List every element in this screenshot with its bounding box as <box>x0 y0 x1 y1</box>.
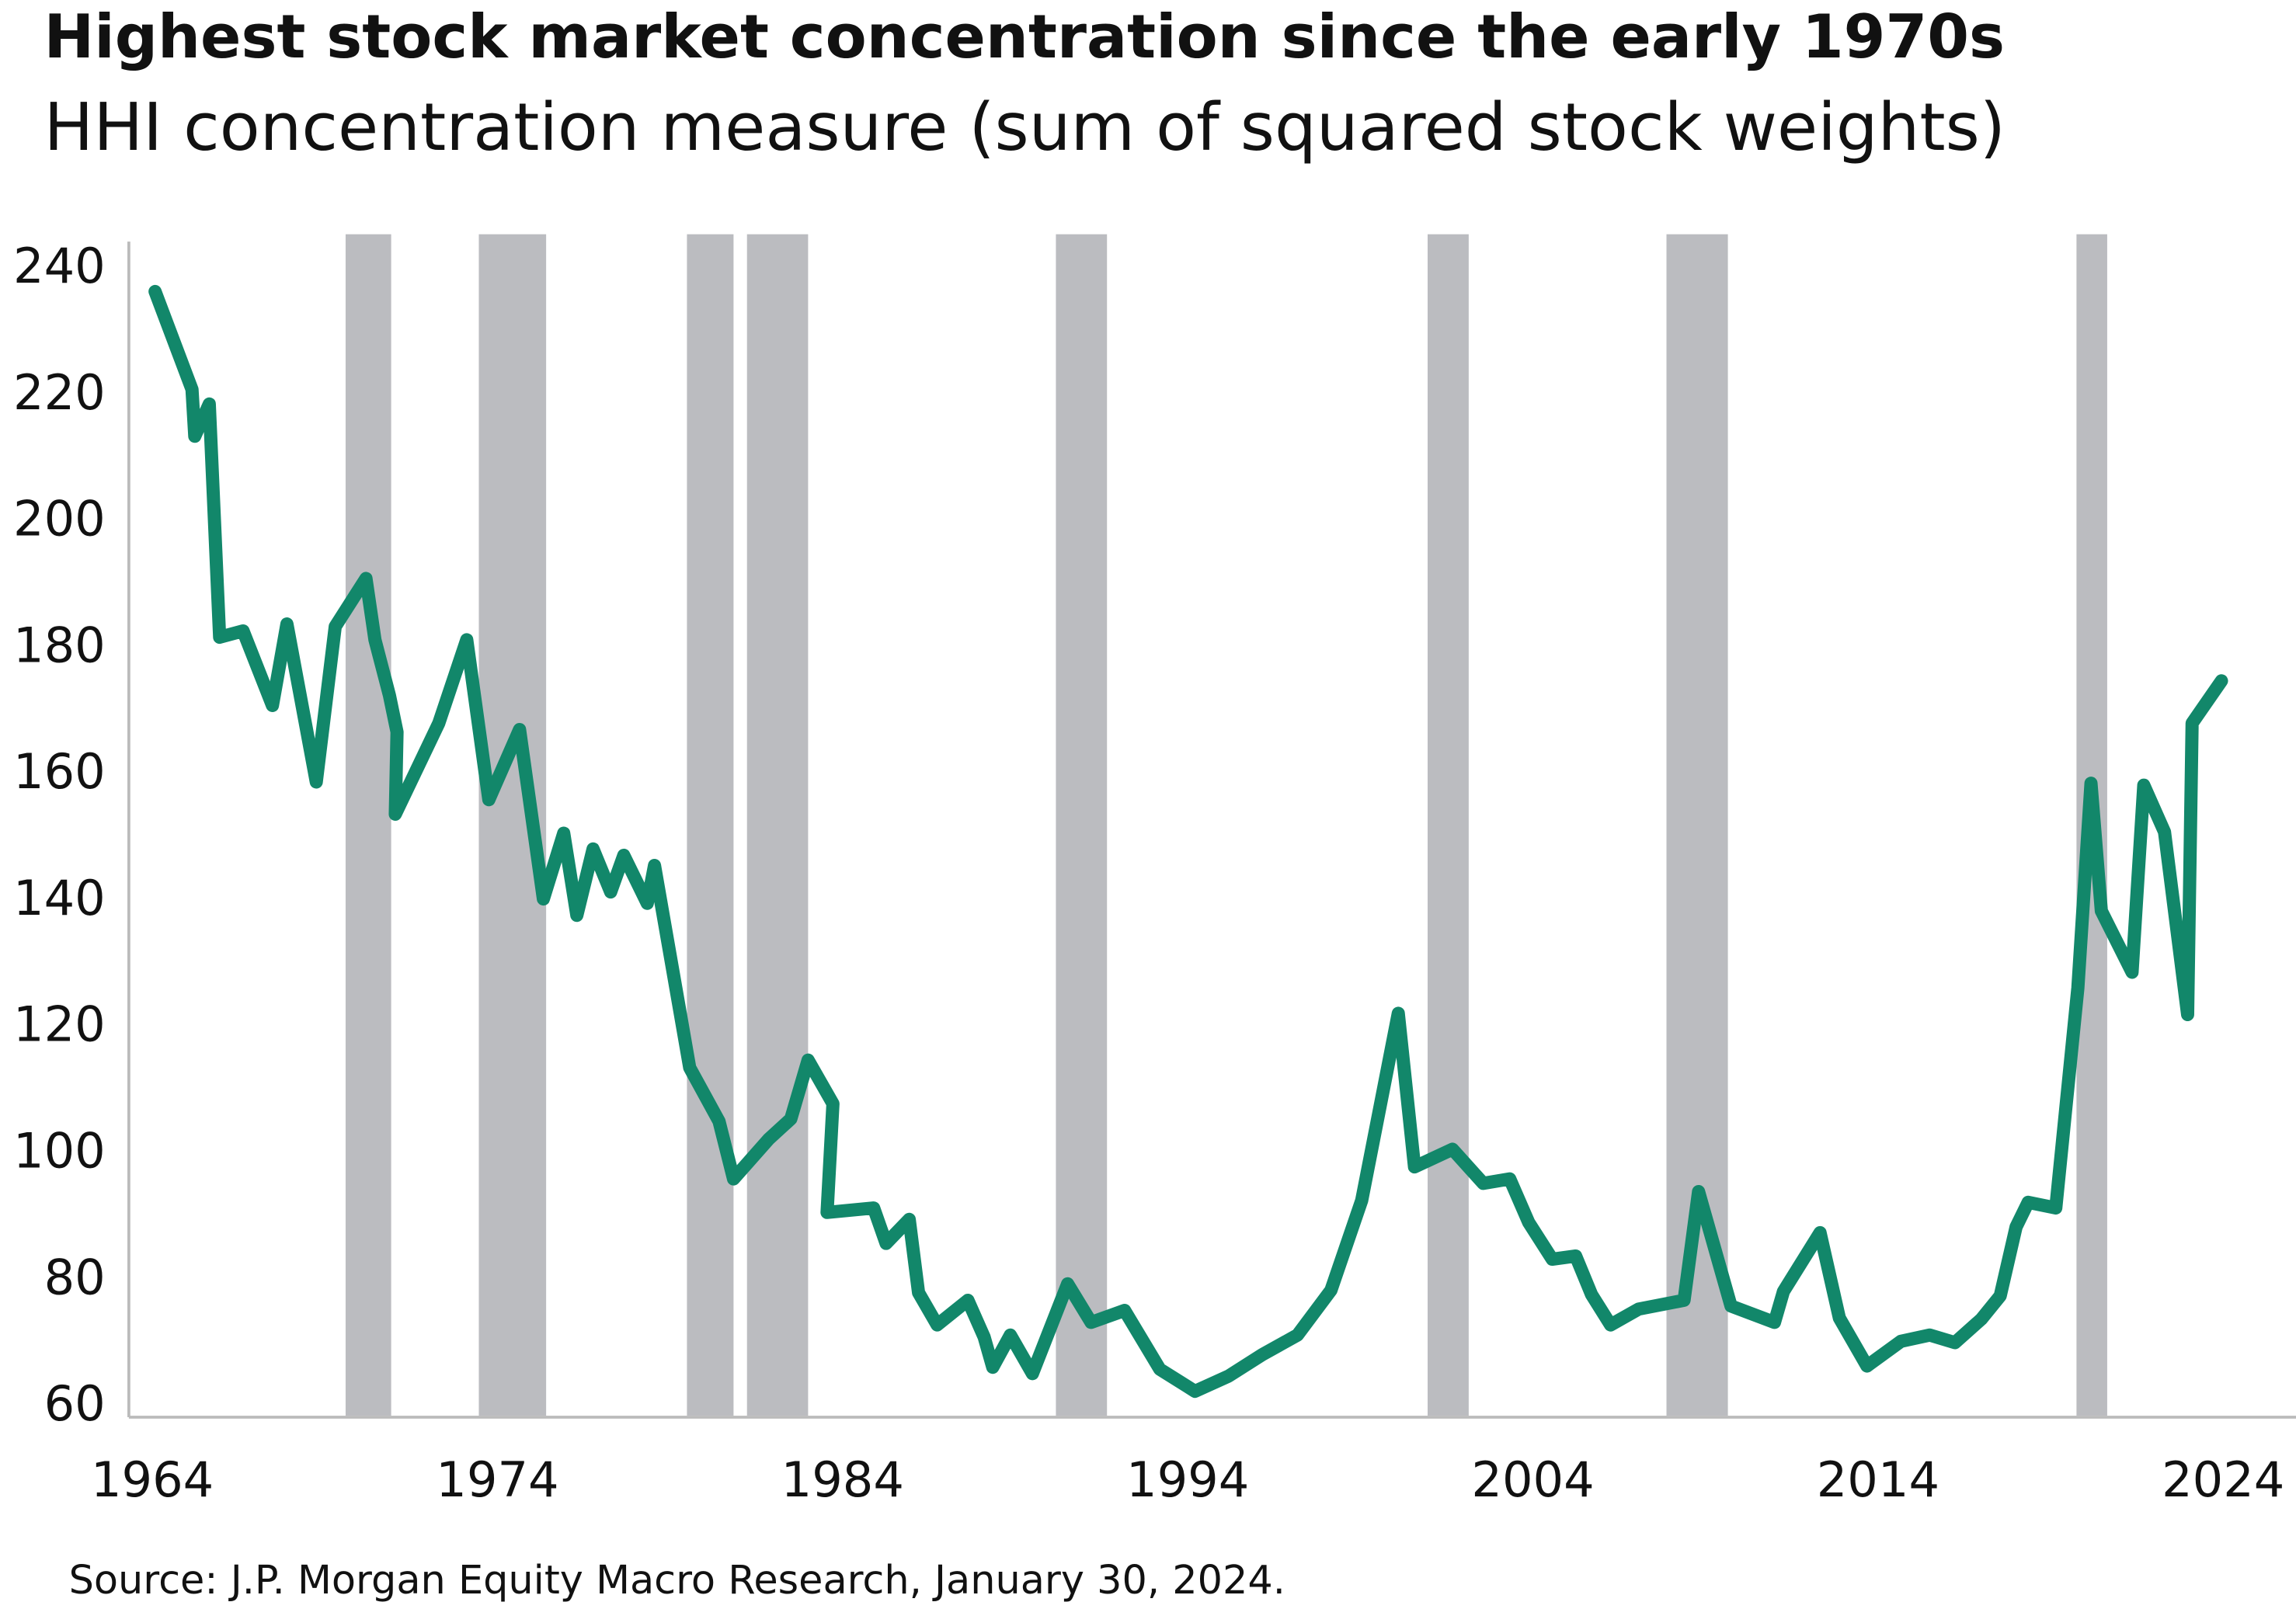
chart-subtitle: HHI concentration measure (sum of square… <box>44 89 2006 166</box>
source-note: Source: J.P. Morgan Equity Macro Researc… <box>69 1558 1285 1604</box>
shaded-period <box>746 234 809 1416</box>
chart-title: Highest stock market concentration since… <box>44 2 2005 72</box>
y-tick-label: 80 <box>44 1249 106 1305</box>
x-tick-label: 1984 <box>781 1451 904 1508</box>
x-tick-label: 2014 <box>1817 1451 1939 1508</box>
y-tick-label: 140 <box>13 870 106 926</box>
y-tick-label: 180 <box>13 617 106 673</box>
x-tick-label: 2024 <box>2162 1451 2284 1508</box>
y-tick-label: 100 <box>13 1122 106 1179</box>
shaded-period <box>1056 234 1108 1416</box>
x-tick-label: 1994 <box>1126 1451 1249 1508</box>
x-tick-label: 1964 <box>91 1451 214 1508</box>
y-tick-label: 200 <box>13 491 106 547</box>
y-tick-label: 60 <box>44 1375 106 1432</box>
y-tick-label: 160 <box>13 743 106 800</box>
shaded-period <box>687 234 734 1416</box>
y-tick-label: 120 <box>13 996 106 1053</box>
data-line <box>148 284 2228 1399</box>
x-tick-label: 1974 <box>436 1451 558 1508</box>
y-tick-label: 220 <box>13 364 106 421</box>
shaded-period <box>345 234 391 1416</box>
y-tick-label: 240 <box>13 238 106 294</box>
shaded-period <box>1428 234 1469 1416</box>
x-tick-label: 2004 <box>1471 1451 1594 1508</box>
